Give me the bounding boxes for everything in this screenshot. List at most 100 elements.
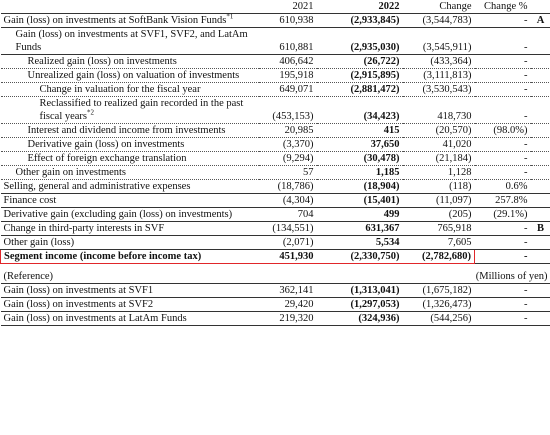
note-blank	[530, 235, 550, 250]
value-change: 1,128	[402, 165, 475, 180]
label-text: Finance cost	[3, 195, 57, 206]
value-change: 765,918	[402, 221, 475, 236]
value-2021: 704	[258, 207, 317, 222]
value-2021: (453,153)	[258, 96, 317, 124]
row-label: Effect of foreign exchange translation	[0, 151, 259, 166]
value-change: (21,184)	[402, 151, 475, 166]
value-2021: (2,071)	[258, 235, 317, 250]
value-change-pct: -	[474, 137, 531, 152]
value-2022: 1,185	[316, 165, 403, 180]
label-text: Derivative gain (loss) on investments	[27, 139, 185, 150]
value-change: (11,097)	[402, 193, 475, 208]
header-row: 2021 2022 Change Change %	[0, 0, 550, 14]
value-2022: (2,915,895)	[316, 68, 403, 83]
value-change: (1,326,473)	[402, 297, 475, 312]
unit-label: (Millions of yen)	[258, 263, 550, 284]
note-blank	[530, 54, 550, 69]
value-change-pct: -	[474, 82, 531, 97]
row-label: Derivative gain (excluding gain (loss) o…	[0, 207, 259, 222]
label-text: Derivative gain (excluding gain (loss) o…	[3, 209, 233, 220]
value-change: (544,256)	[402, 311, 475, 326]
value-2022: (2,935,030)	[316, 27, 403, 55]
label-text: Reclassified to realized gain recorded i…	[39, 98, 244, 122]
value-2022: (18,904)	[316, 179, 403, 194]
reference-header-row: (Reference) (Millions of yen)	[0, 263, 550, 284]
value-change: 41,020	[402, 137, 475, 152]
table-row: Gain (loss) on investments at LatAm Fund…	[0, 311, 550, 326]
row-label: Change in third-party interests in SVF	[0, 221, 259, 236]
note-blank	[530, 123, 550, 138]
value-2022: 37,650	[316, 137, 403, 152]
value-change-pct: -	[474, 283, 531, 298]
note-blank	[530, 297, 550, 312]
label-text: Interest and dividend income from invest…	[27, 125, 226, 136]
value-2022: (26,722)	[316, 54, 403, 69]
row-label: Gain (loss) on investments at LatAm Fund…	[0, 311, 259, 326]
table-row: Reclassified to realized gain recorded i…	[0, 96, 550, 124]
value-change: (118)	[402, 179, 475, 194]
row-label: Gain (loss) on investments at SVF1	[0, 283, 259, 298]
label-text: Selling, general and administrative expe…	[3, 181, 191, 192]
value-2021: 57	[258, 165, 317, 180]
value-2022: 5,534	[316, 235, 403, 250]
value-change-pct: -	[474, 221, 531, 236]
note-mark: B	[530, 221, 550, 236]
value-2021: 219,320	[258, 311, 317, 326]
value-change: (2,782,680)	[402, 249, 475, 264]
table-row: Effect of foreign exchange translation (9…	[0, 151, 550, 166]
table-row: Derivative gain (loss) on investments (3,…	[0, 137, 550, 152]
value-change-pct: -	[474, 165, 531, 180]
note-blank	[530, 165, 550, 180]
value-change-pct: -	[474, 68, 531, 83]
note-blank	[530, 207, 550, 222]
footnote-ref: *1	[226, 12, 234, 21]
note-blank	[530, 96, 550, 124]
table-row: Derivative gain (excluding gain (loss) o…	[0, 207, 550, 222]
value-2021: 610,881	[258, 27, 317, 55]
header-blank	[530, 0, 550, 14]
label-text: Segment income (income before income tax…	[4, 251, 202, 262]
note-blank	[530, 137, 550, 152]
label-text: Effect of foreign exchange translation	[27, 153, 187, 164]
table-row: Gain (loss) on investments at SVF2 29,420…	[0, 297, 550, 312]
value-change-pct: -	[474, 235, 531, 250]
label-text: Gain (loss) on investments at SoftBank V…	[3, 15, 227, 26]
table-row: Selling, general and administrative expe…	[0, 179, 550, 194]
value-2022: 631,367	[316, 221, 403, 236]
row-label: Other gain (loss)	[0, 235, 259, 250]
value-2022: (324,936)	[316, 311, 403, 326]
table-row: Other gain on investments 57 1,185 1,128-	[0, 165, 550, 180]
value-change: (205)	[402, 207, 475, 222]
note-blank	[530, 151, 550, 166]
note-blank	[530, 179, 550, 194]
value-change: (3,544,783)	[402, 13, 475, 28]
value-2021: (134,551)	[258, 221, 317, 236]
table-row: Segment income (income before income tax…	[0, 249, 550, 264]
header-cell: Change %	[474, 0, 531, 14]
note-blank	[530, 193, 550, 208]
value-2022: (34,423)	[316, 96, 403, 124]
note-blank	[530, 82, 550, 97]
table-row: Other gain (loss) (2,071) 5,534 7,605-	[0, 235, 550, 250]
label-text: Change in third-party interests in SVF	[3, 223, 165, 234]
row-label: Segment income (income before income tax…	[0, 249, 259, 264]
value-2021: 406,642	[258, 54, 317, 69]
table-row: Gain (loss) on investments at SVF1 362,14…	[0, 283, 550, 298]
header-blank	[0, 0, 259, 14]
table-row: Realized gain (loss) on investments 406,6…	[0, 54, 550, 69]
value-change-pct: -	[474, 151, 531, 166]
value-2022: 415	[316, 123, 403, 138]
value-2022: 499	[316, 207, 403, 222]
row-label: Gain (loss) on investments at SVF2	[0, 297, 259, 312]
row-label: Change in valuation for the fiscal year	[0, 82, 259, 97]
row-label: Gain (loss) on investments at SVF1, SVF2…	[0, 27, 259, 55]
label-text: Gain (loss) on investments at SVF1, SVF2…	[15, 29, 248, 53]
footnote-ref: *2	[87, 108, 95, 117]
row-label: Other gain on investments	[0, 165, 259, 180]
value-change: (3,530,543)	[402, 82, 475, 97]
value-change-pct: (29.1%)	[474, 207, 531, 222]
table-row: Interest and dividend income from invest…	[0, 123, 550, 138]
label-text: Unrealized gain (loss) on valuation of i…	[27, 70, 240, 81]
table-row: Change in third-party interests in SVF (1…	[0, 221, 550, 236]
table-row: Gain (loss) on investments at SoftBank V…	[0, 12, 550, 28]
